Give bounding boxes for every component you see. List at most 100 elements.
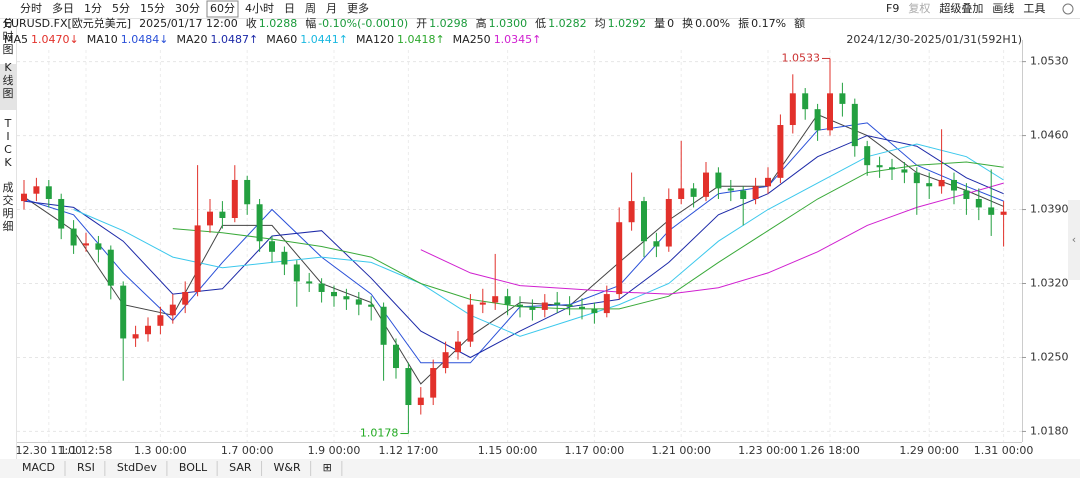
ma-legend-value: 1.0470↓ (31, 33, 79, 46)
x-tick-label: 1.17 00:00 (565, 444, 625, 457)
candle-body (913, 172, 920, 184)
candle-body (194, 225, 201, 292)
tool-button[interactable]: F9 (886, 2, 899, 15)
side-tab[interactable]: 成 (3, 181, 14, 194)
candle-body (703, 172, 709, 197)
candle-body (678, 188, 685, 199)
tool-button[interactable]: 复权 (908, 1, 930, 15)
x-tick-label: 1.23 00:00 (738, 444, 798, 457)
x-tick-label: 1.29 00:00 (899, 444, 959, 457)
candle-body (281, 251, 288, 265)
side-tab[interactable]: I (6, 130, 9, 143)
tool-button[interactable]: 工具 (1023, 2, 1045, 15)
candle-body (851, 103, 858, 147)
candle-body (293, 264, 300, 282)
candle-body (417, 397, 424, 406)
candle-body (975, 198, 982, 208)
candle-body (504, 296, 511, 305)
candle-body (740, 190, 747, 199)
candle-body (603, 294, 610, 314)
ma-legend-value: 1.0484↓ (121, 33, 169, 46)
candle-body (343, 296, 350, 300)
candle-body (380, 306, 387, 345)
indicator-tab[interactable]: W&R (274, 461, 301, 474)
indicator-tab[interactable]: StdDev (117, 461, 158, 474)
period-tab[interactable]: 日 (284, 2, 295, 15)
side-tab[interactable]: 图 (3, 43, 14, 56)
period-tab[interactable]: 月 (326, 2, 337, 15)
candle-body (145, 325, 151, 335)
candle-body (231, 179, 238, 218)
tool-button[interactable]: 超级叠加 (939, 1, 983, 15)
period-tab[interactable]: 周 (305, 2, 316, 15)
side-tab-selected (0, 64, 16, 110)
candle-body (132, 334, 139, 339)
period-tab[interactable]: 4小时 (245, 2, 274, 15)
candle-body (207, 211, 213, 226)
indicator-tab[interactable]: MACD (22, 461, 55, 474)
candle-body (107, 249, 114, 286)
side-tab[interactable]: 明 (3, 207, 14, 220)
collapse-handle[interactable] (1068, 200, 1080, 280)
x-tick-label: 1.21 00:00 (651, 444, 711, 457)
tool-button[interactable]: 画线 (992, 1, 1014, 15)
period-tab[interactable]: 60分 (210, 2, 235, 15)
side-tab[interactable]: K (4, 156, 12, 169)
candle-body (579, 306, 585, 309)
indicator-tab[interactable]: BOLL (179, 461, 208, 474)
side-tab[interactable]: 图 (3, 87, 14, 100)
period-tab[interactable]: 分时 (20, 2, 42, 15)
candle-body (715, 172, 722, 189)
side-tab[interactable]: 线 (3, 73, 14, 87)
period-tab[interactable]: 30分 (175, 2, 200, 15)
side-tab[interactable]: 时 (3, 30, 14, 43)
period-tab[interactable]: 5分 (112, 2, 130, 15)
candle-body (95, 243, 102, 250)
side-tab[interactable]: C (4, 143, 12, 156)
quote-text: 幅 (305, 17, 316, 30)
quote-text: 0.17% (751, 17, 786, 30)
candle-body (269, 241, 275, 252)
ma-legend-name: MA5 (4, 33, 28, 46)
side-tab[interactable]: K (4, 61, 12, 74)
x-tick-label: 1.1 12:58 (60, 444, 113, 457)
quote-text: 1.0298 (429, 17, 468, 30)
indicator-tab[interactable]: ⊞ (323, 461, 332, 474)
candle-body (58, 198, 65, 229)
candle-body (926, 183, 933, 187)
max-label: 1.0533 (782, 51, 821, 64)
indicator-tab[interactable]: SAR (229, 461, 252, 474)
candle-body (405, 368, 412, 406)
bottom-bar (0, 459, 1080, 478)
quote-text: 0.00% (695, 17, 730, 30)
y-tick-label: 1.0180 (1030, 424, 1069, 437)
candle-body (814, 109, 821, 131)
menu-icon[interactable] (1062, 3, 1074, 15)
y-tick-label: 1.0530 (1030, 55, 1069, 68)
x-tick-label: 1.26 18:00 (800, 444, 860, 457)
ma-legend-value: 1.0418↑ (397, 33, 445, 46)
candle-body (21, 193, 27, 202)
quote-text: 振 (738, 16, 749, 30)
ma-legend-name: MA10 (87, 33, 118, 46)
x-tick-label: 1.7 00:00 (221, 444, 274, 457)
y-tick-label: 1.0460 (1030, 129, 1069, 142)
side-tab[interactable]: 分 (3, 17, 14, 30)
quote-text: 高 (476, 16, 487, 30)
candle-body (442, 352, 449, 369)
period-tab[interactable]: 多日 (52, 1, 74, 15)
period-tab[interactable]: 1分 (84, 2, 102, 15)
side-tab[interactable]: 细 (3, 220, 14, 233)
collapse-arrow: ‹ (1072, 233, 1076, 246)
candle-body (455, 341, 461, 353)
indicator-tab[interactable]: RSI (77, 461, 95, 474)
side-tab[interactable]: T (4, 117, 12, 130)
period-tab[interactable]: 15分 (140, 2, 165, 15)
candle-body (355, 299, 362, 305)
candle-body (393, 344, 399, 369)
ma-legend-value: 1.0345↑ (494, 33, 542, 46)
candle-body (641, 201, 647, 242)
ma-legend-name: MA250 (453, 33, 491, 46)
period-tab[interactable]: 更多 (347, 1, 369, 15)
side-tab[interactable]: 交 (3, 193, 14, 207)
